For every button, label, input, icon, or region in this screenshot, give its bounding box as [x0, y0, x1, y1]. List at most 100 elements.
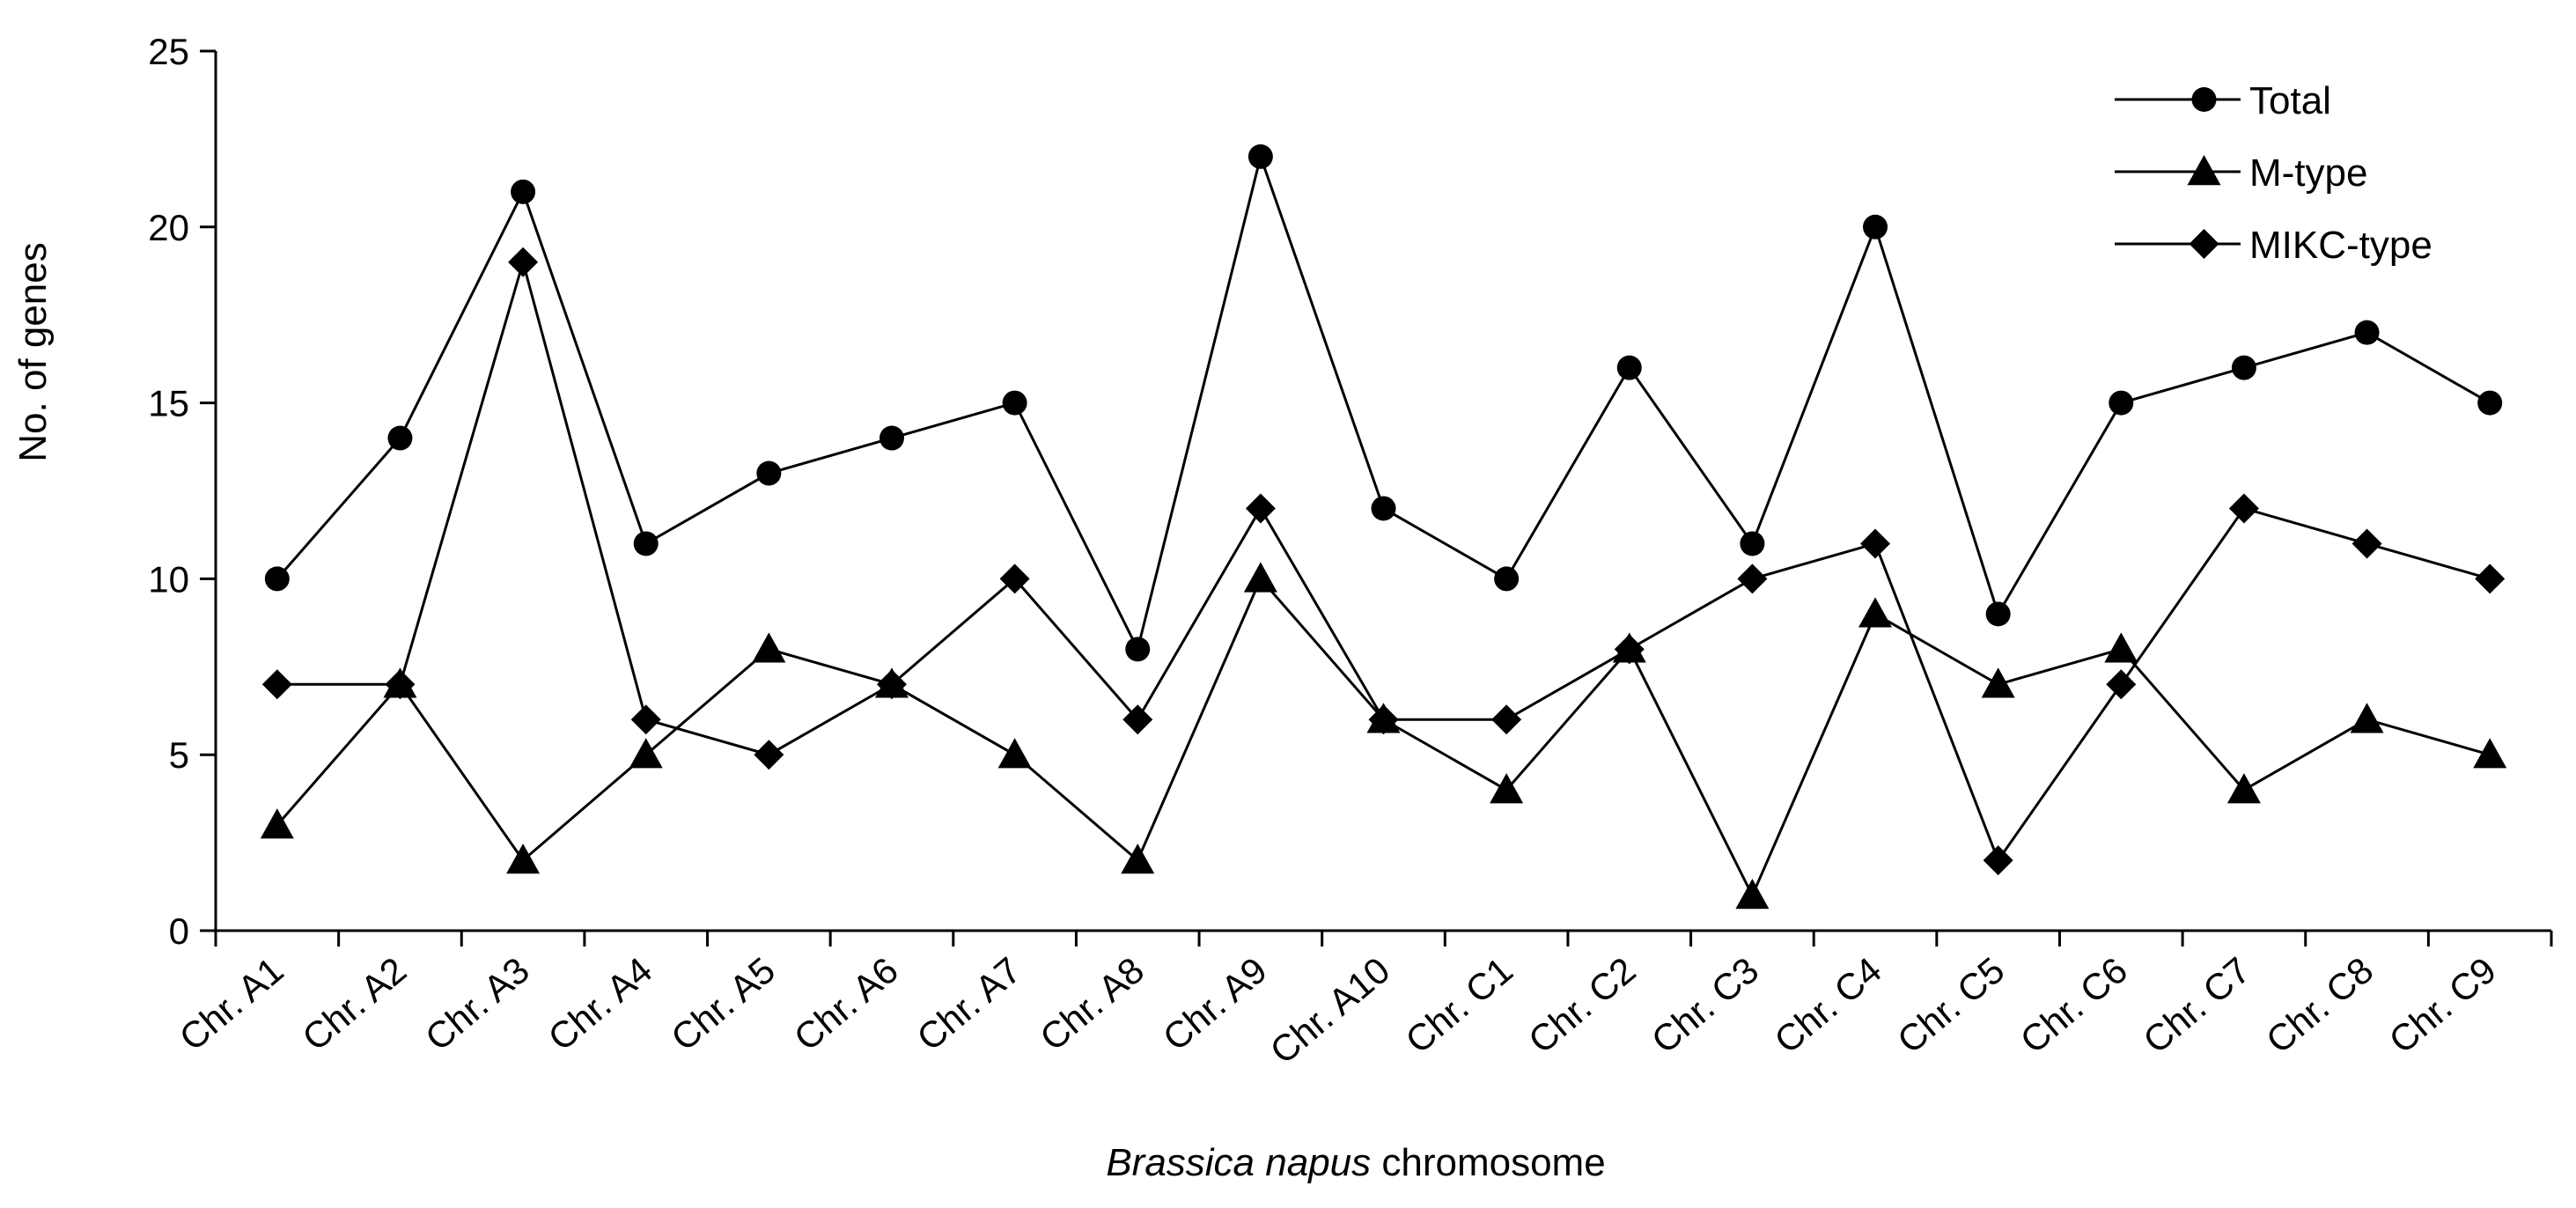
data-point-m-type	[1981, 667, 2015, 698]
x-tick-label: Chr. C6	[2013, 949, 2135, 1062]
data-point-total	[1125, 637, 1151, 662]
series-layer	[260, 144, 2507, 910]
data-point-mikc-type	[1245, 493, 1276, 524]
data-point-mikc-type	[385, 669, 416, 700]
data-point-total	[1616, 355, 1642, 380]
legend-label: MIKC-type	[2249, 224, 2432, 267]
data-point-mikc-type	[2475, 563, 2506, 594]
x-tick-label: Chr. C4	[1767, 949, 1889, 1062]
data-point-mikc-type	[2106, 669, 2137, 700]
data-point-mikc-type	[261, 669, 292, 700]
data-point-total	[1985, 601, 2011, 627]
x-tick-label: Chr. C1	[1398, 949, 1520, 1062]
data-point-mikc-type	[1737, 563, 1768, 594]
data-point-mikc-type	[754, 740, 784, 770]
data-point-total	[633, 531, 659, 556]
legend-marker	[2191, 87, 2217, 112]
x-tick-label: Chr. A10	[1262, 949, 1398, 1072]
y-tick-label: 20	[148, 207, 189, 248]
x-tick-label: Chr. C2	[1520, 949, 1643, 1062]
data-point-m-type	[997, 738, 1032, 769]
x-axis-title-rest: chromosome	[1371, 1141, 1606, 1184]
data-point-m-type	[1490, 773, 1524, 804]
data-point-m-type	[2104, 632, 2138, 663]
data-point-m-type	[2473, 738, 2507, 769]
data-point-total	[1248, 144, 1273, 169]
x-tick-label: Chr. A9	[1155, 949, 1275, 1059]
data-point-total	[264, 566, 290, 592]
y-tick-label: 15	[148, 383, 189, 424]
data-point-mikc-type	[1983, 845, 2013, 876]
x-tick-label: Chr. C5	[1889, 949, 2012, 1062]
data-point-mikc-type	[630, 704, 661, 735]
data-point-m-type	[752, 632, 786, 663]
data-point-m-type	[506, 843, 541, 874]
x-tick-label: Chr. A8	[1032, 949, 1152, 1059]
x-tick-label: Chr. A7	[909, 949, 1029, 1059]
data-point-m-type	[2350, 703, 2384, 733]
x-tick-label: Chr. C8	[2258, 949, 2381, 1062]
data-point-mikc-type	[2352, 528, 2382, 559]
legend-item-total: Total	[2115, 79, 2331, 122]
legend-label: M-type	[2249, 151, 2367, 195]
legend-marker	[2187, 155, 2221, 186]
data-point-mikc-type	[876, 669, 907, 700]
data-point-total	[756, 460, 782, 486]
series-line-mikc-type	[276, 257, 2491, 864]
series-line-total	[276, 151, 2491, 653]
data-point-m-type	[1735, 879, 1770, 910]
legend-label: Total	[2249, 79, 2331, 122]
data-point-total	[1863, 214, 1888, 239]
data-point-mikc-type	[1368, 704, 1399, 735]
data-point-mikc-type	[999, 563, 1030, 594]
x-tick-label: Chr. A3	[417, 949, 537, 1059]
data-point-mikc-type	[1491, 704, 1522, 735]
data-point-total	[1740, 531, 1765, 556]
data-point-total	[879, 425, 904, 451]
series-mikc-type	[261, 247, 2506, 876]
legend-marker	[2189, 229, 2219, 259]
x-tick-label: Chr. A2	[294, 949, 414, 1059]
y-tick-label: 0	[169, 910, 189, 952]
data-point-total	[2477, 390, 2503, 416]
data-point-m-type	[260, 808, 294, 839]
y-tick-label: 25	[148, 31, 189, 72]
legend-item-m-type: M-type	[2115, 151, 2367, 195]
data-point-m-type	[629, 738, 663, 769]
legend-item-mikc-type: MIKC-type	[2115, 224, 2432, 267]
data-point-total	[1002, 390, 1027, 416]
data-point-total	[2109, 390, 2134, 416]
data-point-mikc-type	[1614, 634, 1645, 665]
data-point-m-type	[1243, 562, 1277, 593]
legend: Total M-type MIKC-type	[2115, 79, 2432, 267]
x-tick-label: Chr. A5	[663, 949, 783, 1059]
y-tick-labels: 0 5 10 15 20 25	[148, 31, 189, 952]
data-point-mikc-type	[508, 247, 539, 277]
data-point-total	[511, 179, 536, 204]
x-tick-label: Chr. A6	[786, 949, 906, 1059]
x-tick-labels: Chr. A1 Chr. A2 Chr. A3 Chr. A4 Chr. A5 Chr. …	[172, 949, 2504, 1072]
x-tick-label: Chr. A1	[172, 949, 291, 1059]
data-point-total	[387, 425, 413, 451]
data-point-total	[2231, 355, 2256, 380]
data-point-total	[1371, 496, 1396, 521]
x-axis-title: Brassica napus chromosome	[1106, 1141, 1605, 1184]
y-tick-label: 10	[148, 558, 189, 600]
data-point-mikc-type	[1860, 528, 1891, 559]
x-axis-title-italic: Brassica napus	[1106, 1141, 1371, 1184]
data-point-total	[1494, 566, 1520, 592]
x-tick-label: Chr. C9	[2381, 949, 2504, 1062]
data-point-m-type	[1858, 597, 1893, 628]
series-total	[264, 144, 2503, 662]
y-tick-label: 5	[169, 734, 189, 776]
y-axis-title: No. of genes	[11, 242, 55, 462]
axes	[200, 49, 2553, 947]
data-point-mikc-type	[2228, 493, 2259, 524]
x-tick-label: Chr. A4	[541, 949, 660, 1059]
data-point-m-type	[2226, 773, 2261, 804]
data-point-m-type	[1121, 843, 1155, 874]
x-tick-label: Chr. C3	[1644, 949, 1766, 1062]
data-point-total	[2354, 320, 2380, 345]
data-point-mikc-type	[1122, 704, 1153, 735]
